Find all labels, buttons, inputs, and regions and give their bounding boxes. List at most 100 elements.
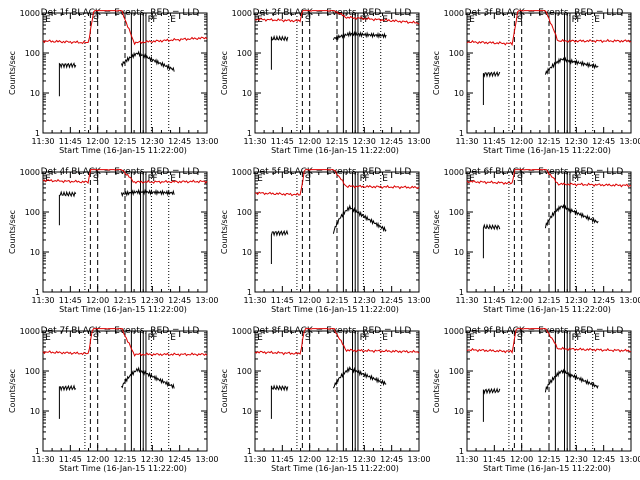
flag-label: F [576, 333, 581, 343]
x-axis-label: Start Time (16-Jan-15 11:22:00) [483, 146, 611, 155]
series-events [120, 50, 175, 72]
x-tick-label: 11:45 [483, 137, 506, 146]
panel-3: Det 3f BLACK = Events, RED = LLD11010010… [432, 8, 640, 155]
x-tick-label: 12:00 [86, 296, 109, 305]
x-tick-label: 11:30 [243, 455, 266, 464]
series-events [544, 56, 599, 75]
series-events [332, 204, 387, 234]
flag-label: S [305, 174, 311, 184]
flag-label: F [148, 15, 153, 25]
flag-label: S [517, 174, 523, 184]
y-tick-label: 1 [35, 447, 40, 456]
x-tick-label: 12:15 [325, 455, 348, 464]
x-tick-label: 12:30 [141, 296, 164, 305]
y-tick-label: 1 [247, 288, 252, 297]
y-tick-label: 1 [35, 129, 40, 138]
y-axis-label: Counts/sec [432, 369, 441, 413]
flag-label: S [93, 15, 99, 25]
flag-label: E [257, 174, 263, 184]
x-tick-label: 12:15 [113, 137, 136, 146]
y-tick-label: 1 [35, 288, 40, 297]
x-tick-label: 12:30 [353, 455, 376, 464]
y-axis-label: Counts/sec [432, 51, 441, 95]
y-tick-label: 1000 [232, 327, 252, 336]
panel-9: Det 9f BLACK = Events, RED = LLD11010010… [432, 326, 640, 473]
flag-label: E [382, 333, 388, 343]
series-events [544, 203, 599, 229]
y-tick-label: 1 [247, 447, 252, 456]
y-tick-label: 1000 [232, 168, 252, 177]
flag-label: E [257, 333, 263, 343]
y-axis-label: Counts/sec [220, 369, 229, 413]
series-lld [254, 169, 420, 197]
flag-label: F [152, 15, 157, 25]
flag-label: E [170, 15, 176, 25]
series-events [58, 190, 77, 226]
y-axis-label: Counts/sec [432, 210, 441, 254]
series-events [482, 387, 501, 422]
x-tick-label: 12:30 [141, 455, 164, 464]
x-tick-label: 13:00 [195, 137, 218, 146]
flag-label: F [364, 15, 369, 25]
y-tick-label: 1000 [232, 9, 252, 18]
x-tick-label: 13:00 [619, 296, 640, 305]
x-tick-label: 11:45 [59, 296, 82, 305]
y-tick-label: 1000 [444, 327, 464, 336]
flag-label: F [576, 174, 581, 184]
x-tick-label: 11:45 [271, 137, 294, 146]
x-tick-label: 12:30 [353, 296, 376, 305]
y-axis-label: Counts/sec [8, 369, 17, 413]
series-events [58, 384, 77, 419]
flag-label: F [364, 333, 369, 343]
series-lld [466, 10, 632, 47]
flag-label: F [148, 333, 153, 343]
series-events [482, 70, 501, 105]
flag-label: E [594, 174, 600, 184]
x-tick-label: 11:30 [455, 296, 478, 305]
x-tick-label: 12:00 [510, 137, 533, 146]
series-lld [42, 328, 208, 357]
x-tick-label: 12:00 [86, 455, 109, 464]
y-tick-label: 1000 [444, 9, 464, 18]
x-tick-label: 11:30 [455, 455, 478, 464]
x-tick-label: 13:00 [195, 296, 218, 305]
flag-label: E [469, 333, 475, 343]
flag-label: F [148, 174, 153, 184]
x-tick-label: 12:30 [565, 296, 588, 305]
flag-label: S [93, 174, 99, 184]
series-lld [42, 10, 208, 46]
flag-label: F [152, 333, 157, 343]
x-tick-label: 12:00 [510, 455, 533, 464]
x-tick-label: 11:45 [271, 455, 294, 464]
y-tick-label: 100 [237, 49, 252, 58]
x-tick-label: 11:30 [31, 137, 54, 146]
series-lld [466, 169, 632, 188]
x-axis-label: Start Time (16-Jan-15 11:22:00) [59, 305, 187, 314]
flag-label: E [382, 174, 388, 184]
x-tick-label: 11:30 [31, 296, 54, 305]
y-tick-label: 100 [237, 208, 252, 217]
series-lld [42, 169, 208, 185]
x-tick-label: 12:45 [592, 296, 615, 305]
y-axis-label: Counts/sec [8, 210, 17, 254]
x-tick-label: 12:30 [353, 137, 376, 146]
x-tick-label: 12:45 [592, 455, 615, 464]
flag-label: E [45, 174, 51, 184]
flag-label: E [170, 333, 176, 343]
flag-label: F [364, 174, 369, 184]
y-tick-label: 10 [454, 89, 464, 98]
series-events [121, 366, 175, 390]
x-tick-label: 12:00 [298, 455, 321, 464]
y-tick-label: 1 [459, 447, 464, 456]
flag-label: E [469, 15, 475, 25]
flag-label: E [257, 15, 263, 25]
x-axis-label: Start Time (16-Jan-15 11:22:00) [271, 146, 399, 155]
series-events [482, 223, 501, 259]
flag-label: F [360, 15, 365, 25]
panel-8: Det 8f BLACK = Events, RED = LLD11010010… [220, 326, 431, 473]
x-tick-label: 13:00 [407, 455, 430, 464]
x-tick-label: 12:30 [565, 455, 588, 464]
series-events [332, 365, 387, 389]
y-tick-label: 1000 [20, 9, 40, 18]
x-tick-label: 12:00 [86, 137, 109, 146]
